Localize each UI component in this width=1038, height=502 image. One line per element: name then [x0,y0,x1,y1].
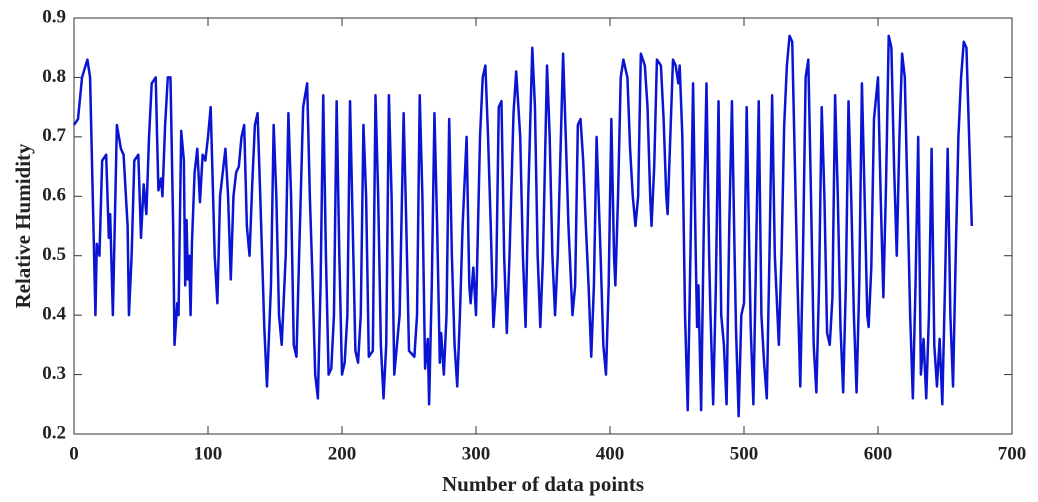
x-tick-label: 600 [864,443,893,464]
data-line [72,34,974,418]
y-tick-label: 0.5 [42,244,66,265]
y-axis-label: Relative Humidity [11,143,35,309]
y-tick-label: 0.8 [42,66,66,87]
x-tick-label: 500 [730,443,759,464]
y-tick-label: 0.7 [42,125,66,146]
plot-frame [73,17,1013,435]
x-tick-label: 300 [462,443,491,464]
x-tick-label: 700 [998,443,1027,464]
x-tick-label: 100 [194,443,223,464]
x-tick-label: 0 [69,443,79,464]
x-axis-label: Number of data points [442,472,644,496]
x-tick-label: 200 [328,443,357,464]
x-tick-label: 400 [596,443,625,464]
y-tick-label: 0.4 [42,304,66,325]
y-tick-label: 0.3 [42,363,66,384]
y-tick-label: 0.6 [42,185,66,206]
y-tick-label: 0.9 [42,6,66,27]
y-tick-label: 0.2 [42,422,66,443]
